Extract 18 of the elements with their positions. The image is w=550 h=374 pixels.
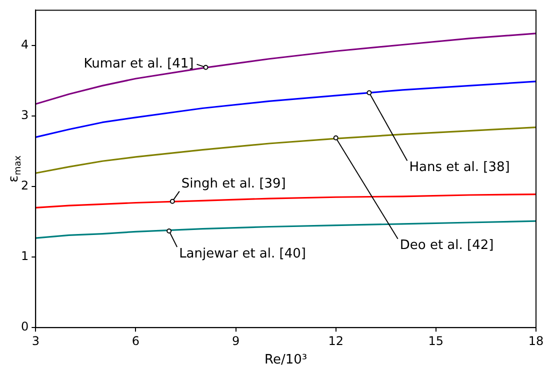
x-tick-label: 6: [132, 334, 140, 348]
x-tick-label: 12: [328, 334, 344, 348]
annotation: Lanjewar et al. [40]: [179, 246, 306, 262]
x-tick-label: 15: [428, 334, 444, 348]
x-tick-label: 3: [32, 334, 40, 348]
annotation: Hans et al. [38]: [409, 160, 510, 176]
x-tick-label: 18: [528, 334, 544, 348]
x-tick-label: 9: [232, 334, 240, 348]
y-tick-label: 1: [20, 249, 29, 264]
y-tick-label: 0: [20, 320, 29, 334]
y-axis-title: εmax: [6, 154, 24, 182]
y-tick-label: 3: [20, 108, 29, 122]
annotation: Kumar et al. [41]: [84, 56, 194, 72]
y-tick-label: 2: [20, 178, 29, 193]
annotation: Singh et al. [39]: [181, 176, 286, 192]
x-axis-title: Re/10³: [264, 352, 308, 368]
annotation: Deo et al. [42]: [400, 238, 494, 254]
y-tick-label: 4: [20, 38, 29, 52]
